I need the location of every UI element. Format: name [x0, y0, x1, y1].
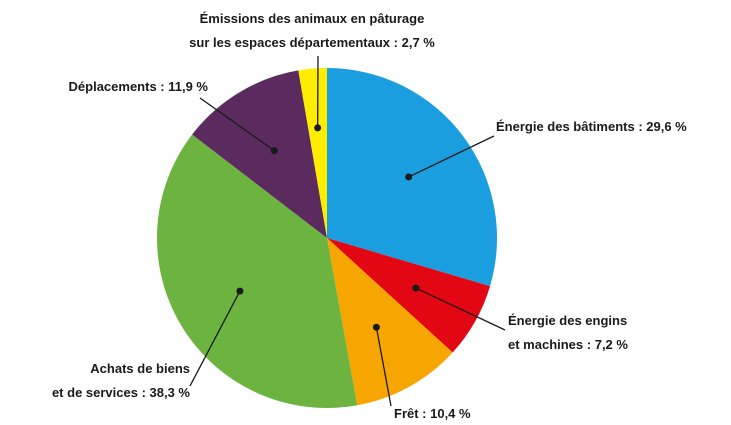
slice-label: Frêt : 10,4 %	[394, 406, 471, 421]
slice-label: Déplacements : 11,9 %	[69, 79, 209, 94]
slice-label: Émissions des animaux en pâturage sur les…	[189, 11, 435, 50]
category-name: Déplacements	[69, 79, 157, 94]
value-label: : 38,3 %	[138, 385, 190, 400]
slice-label: Achats de biens et de services : 38,3 %	[52, 361, 190, 400]
leader-line	[408, 135, 495, 178]
slice-label: Énergie des engins et machines : 7,2 %	[508, 313, 628, 352]
category-name: Frêt	[394, 406, 419, 421]
value-label: : 29,6 %	[635, 119, 687, 134]
category-name: et de services	[52, 385, 138, 400]
slice-label: Énergie des bâtiments : 29,6 %	[496, 119, 687, 134]
value-label: : 10,4 %	[419, 406, 471, 421]
leader-line	[189, 290, 241, 387]
category-name: Énergie des engins	[508, 313, 627, 328]
leader-line	[375, 327, 392, 407]
value-label: : 11,9 %	[157, 79, 209, 94]
leader-line	[199, 97, 275, 152]
value-label: : 2,7 %	[390, 35, 435, 50]
category-name: Énergie des bâtiments	[496, 119, 635, 134]
category-name: et machines	[508, 337, 583, 352]
category-name: Achats de biens	[90, 361, 190, 376]
pie-slice	[327, 238, 453, 406]
leader-line	[415, 287, 506, 331]
leader-dot	[236, 287, 244, 295]
category-name: sur les espaces départementaux	[189, 35, 391, 50]
pie-slice	[298, 68, 327, 238]
pie-slice	[192, 70, 327, 239]
pie-slice	[157, 134, 358, 408]
leader-dot	[372, 323, 380, 331]
leader-dot	[412, 284, 420, 292]
leader-dot	[405, 173, 413, 181]
pie-slice	[327, 238, 491, 353]
value-label: : 7,2 %	[583, 337, 628, 352]
category-name: Émissions des animaux en pâturage	[200, 11, 425, 26]
leader-dot	[314, 124, 322, 132]
leader-dot	[270, 147, 278, 155]
